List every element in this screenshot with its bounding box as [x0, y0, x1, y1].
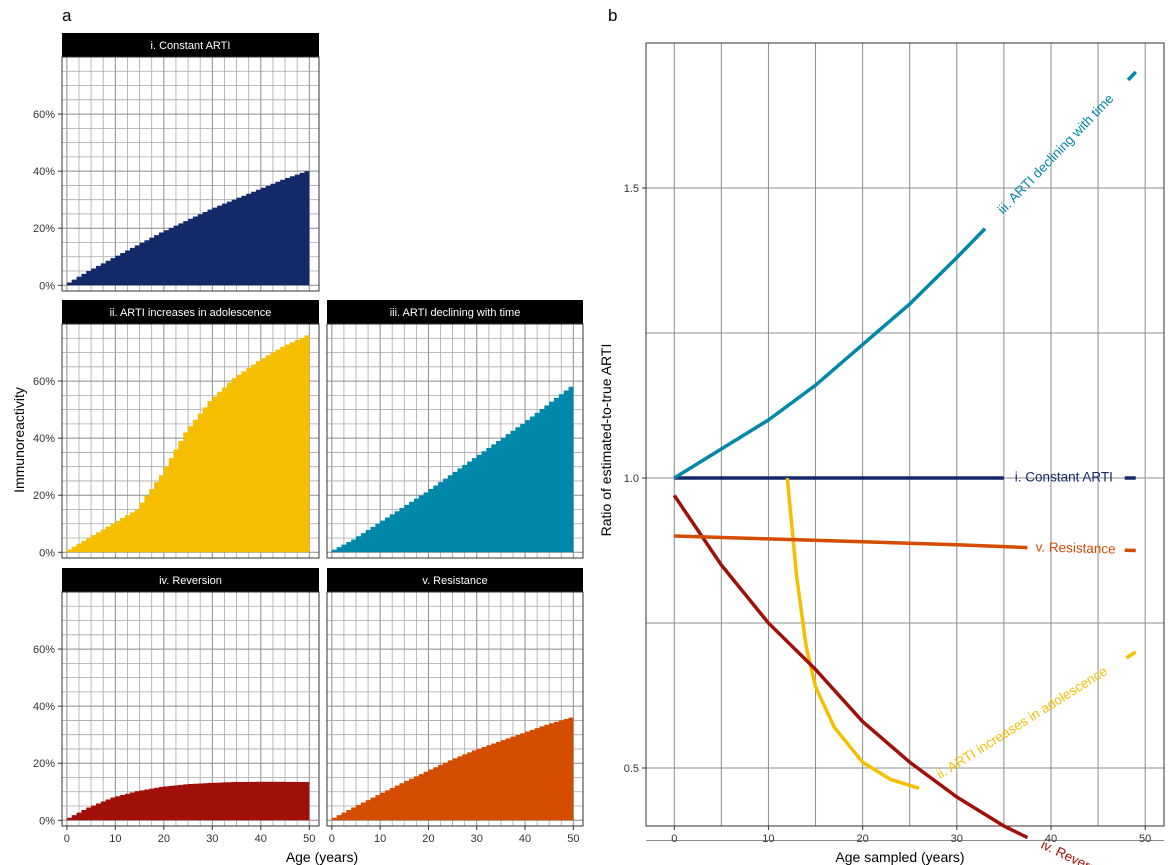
- x-tick-label: 10: [374, 833, 386, 845]
- area-iii: [331, 386, 574, 553]
- facet-iii: iii. ARTI declining with time: [326, 300, 584, 559]
- y-tick-label: 0.5: [624, 763, 639, 775]
- x-tick-label: 40: [255, 833, 267, 845]
- facet-border-iii: [326, 323, 584, 559]
- x-tick-label: 40: [519, 833, 531, 845]
- x-tick-label: 20: [422, 833, 434, 845]
- y-tick-label: 40%: [33, 433, 55, 445]
- annotation-v: v. Resistance: [1035, 539, 1115, 556]
- x-tick-label: 10: [762, 833, 774, 845]
- panel-b-label: b: [608, 6, 617, 25]
- area-i: [66, 171, 310, 286]
- y-tick-label: 60%: [33, 376, 55, 388]
- x-tick-label: 0: [671, 833, 677, 845]
- annotation-ii: ii. ARTI increases in adolescence: [934, 663, 1110, 781]
- x-tick-label: 40: [1045, 833, 1057, 845]
- x-tick-label: 30: [471, 833, 483, 845]
- line-end-iii: [1126, 70, 1138, 82]
- x-tick-label: 0: [329, 833, 335, 845]
- facet-border-v: [326, 591, 584, 827]
- facet-title-i: i. Constant ARTI: [151, 40, 231, 52]
- x-tick-label: 0: [64, 833, 70, 845]
- line-end-ii: [1125, 650, 1137, 660]
- y-tick-label: 0%: [39, 280, 55, 292]
- y-tick-label: 20%: [33, 490, 55, 502]
- annotation-iv: iv. Reversion: [1039, 837, 1115, 865]
- facet-strip-iii: [327, 300, 583, 324]
- facet-title-iii: iii. ARTI declining with time: [390, 307, 521, 319]
- facet-border-iv: [61, 591, 320, 827]
- y-tick-label: 60%: [33, 109, 55, 121]
- panel-a-xlabel: Age (years): [286, 849, 358, 865]
- facet-strip-ii: [62, 300, 319, 324]
- y-tick-label: 40%: [33, 166, 55, 178]
- y-tick-label: 20%: [33, 758, 55, 770]
- facet-title-iv: iv. Reversion: [159, 575, 222, 587]
- x-tick-label: 50: [567, 833, 579, 845]
- y-tick-label: 20%: [33, 223, 55, 235]
- facet-title-v: v. Resistance: [422, 575, 487, 587]
- facet-i: i. Constant ARTI 0% 20% 40% 60%: [33, 33, 320, 292]
- panel-a-label: a: [62, 6, 72, 25]
- y-tick-label: 0%: [39, 815, 55, 827]
- facet-strip-i: [62, 33, 319, 57]
- x-tick-label: 30: [206, 833, 218, 845]
- x-tick-label: 50: [303, 833, 315, 845]
- panel-a-ylabel: Immunoreactivity: [11, 387, 27, 493]
- panel-b-ylabel: Ratio of estimated-to-true ARTI: [598, 344, 614, 537]
- line-iii: [673, 227, 987, 480]
- x-tick-label: 20: [158, 833, 170, 845]
- line-v: [674, 534, 1028, 550]
- area-v: [331, 717, 574, 821]
- x-tick-label: 20: [856, 833, 868, 845]
- area-iv: [66, 781, 310, 821]
- facet-strip-iv: [62, 568, 319, 592]
- line-iv: [672, 494, 1029, 840]
- y-tick-label: 60%: [33, 644, 55, 656]
- facet-border-i: [61, 56, 320, 292]
- area-ii: [66, 335, 310, 553]
- facet-v: v. Resistance 0 10 20 30 40 50: [326, 568, 584, 845]
- x-tick-label: 10: [109, 833, 121, 845]
- facet-title-ii: ii. ARTI increases in adolescence: [110, 307, 272, 319]
- line-ii: [785, 477, 920, 790]
- y-tick-label: 1.5: [624, 183, 639, 195]
- facet-strip-v: [327, 568, 583, 592]
- facet-border-ii: [61, 323, 320, 559]
- y-tick-label: 0%: [39, 547, 55, 559]
- facet-ii: ii. ARTI increases in adolescence 0% 20% 40…: [33, 300, 320, 559]
- panel-b-xlabel: Age sampled (years): [835, 849, 964, 865]
- y-tick-label: 1.0: [624, 473, 639, 485]
- y-tick-label: 40%: [33, 701, 55, 713]
- x-tick-label: 50: [1139, 833, 1151, 845]
- annotation-i: i. Constant ARTI: [1015, 470, 1113, 485]
- x-tick-label: 30: [951, 833, 963, 845]
- plot-border: [645, 42, 1165, 827]
- facet-iv: iv. Reversion 0% 20% 40% 60% 0 10 20 30 40 50: [33, 568, 320, 845]
